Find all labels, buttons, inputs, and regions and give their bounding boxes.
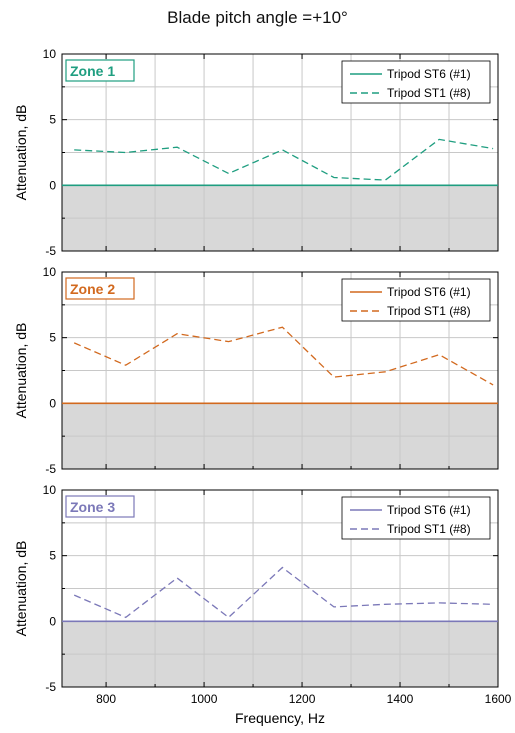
- zone-label: Zone 2: [70, 281, 115, 297]
- legend-entry: Tripod ST1 (#8): [387, 304, 471, 318]
- y-axis-label: Attenuation, dB: [13, 105, 29, 201]
- x-tick-label: 1400: [387, 692, 414, 706]
- legend-entry: Tripod ST6 (#1): [387, 503, 471, 517]
- y-axis-label: Attenuation, dB: [13, 541, 29, 637]
- y-axis-label: Attenuation, dB: [13, 323, 29, 419]
- x-tick-label: 800: [96, 692, 116, 706]
- legend-entry: Tripod ST6 (#1): [387, 67, 471, 81]
- zone-label-box: [65, 59, 135, 82]
- series-line-tripod-st1: [73, 326, 494, 386]
- y-tick-label: 10: [43, 483, 57, 497]
- series-line-tripod-st1: [73, 566, 494, 619]
- chart-panel-3: -5 0 5 10 800 1000 1200 1400 1600 Attenuation, dB…: [13, 483, 512, 706]
- y-tick-label: 0: [49, 178, 56, 192]
- legend-entry: Tripod ST1 (#8): [387, 522, 471, 536]
- y-tick-label: 10: [43, 47, 57, 61]
- legend-box: [341, 60, 491, 104]
- series-line-tripod-st1: [74, 138, 494, 181]
- zone-label: Zone 3: [70, 499, 115, 515]
- y-tick-label: 5: [49, 331, 56, 345]
- y-tick-label: 0: [49, 396, 56, 410]
- x-tick-label: 1600: [485, 692, 512, 706]
- x-tick-label: 1200: [289, 692, 316, 706]
- legend-entry: Tripod ST1 (#8): [387, 86, 471, 100]
- legend-box: [341, 278, 491, 322]
- legend-entry: Tripod ST6 (#1): [387, 285, 471, 299]
- x-tick-label: 1000: [191, 692, 218, 706]
- y-tick-label: -5: [45, 680, 56, 694]
- y-tick-label: -5: [45, 244, 56, 258]
- legend-box: [341, 496, 491, 540]
- y-tick-label: -5: [45, 462, 56, 476]
- zone-label-box: [65, 277, 135, 300]
- y-tick-label: 0: [49, 614, 56, 628]
- x-axis-label: Frequency, Hz: [235, 710, 325, 726]
- zone-label: Zone 1: [70, 63, 115, 79]
- y-tick-label: 5: [49, 113, 56, 127]
- chart-panel-2: -5 0 5 10 Attenuation, dB Zone 2 Tripod ST6 (#…: [13, 265, 499, 476]
- chart-panel-1: -5 0 5 10 Attenuation, dB Zone 1 Tripod ST6 (#…: [13, 47, 499, 258]
- y-tick-label: 5: [49, 549, 56, 563]
- figure-title: Blade pitch angle =+10°: [167, 8, 348, 27]
- zone-label-box: [65, 495, 135, 518]
- y-tick-label: 10: [43, 265, 57, 279]
